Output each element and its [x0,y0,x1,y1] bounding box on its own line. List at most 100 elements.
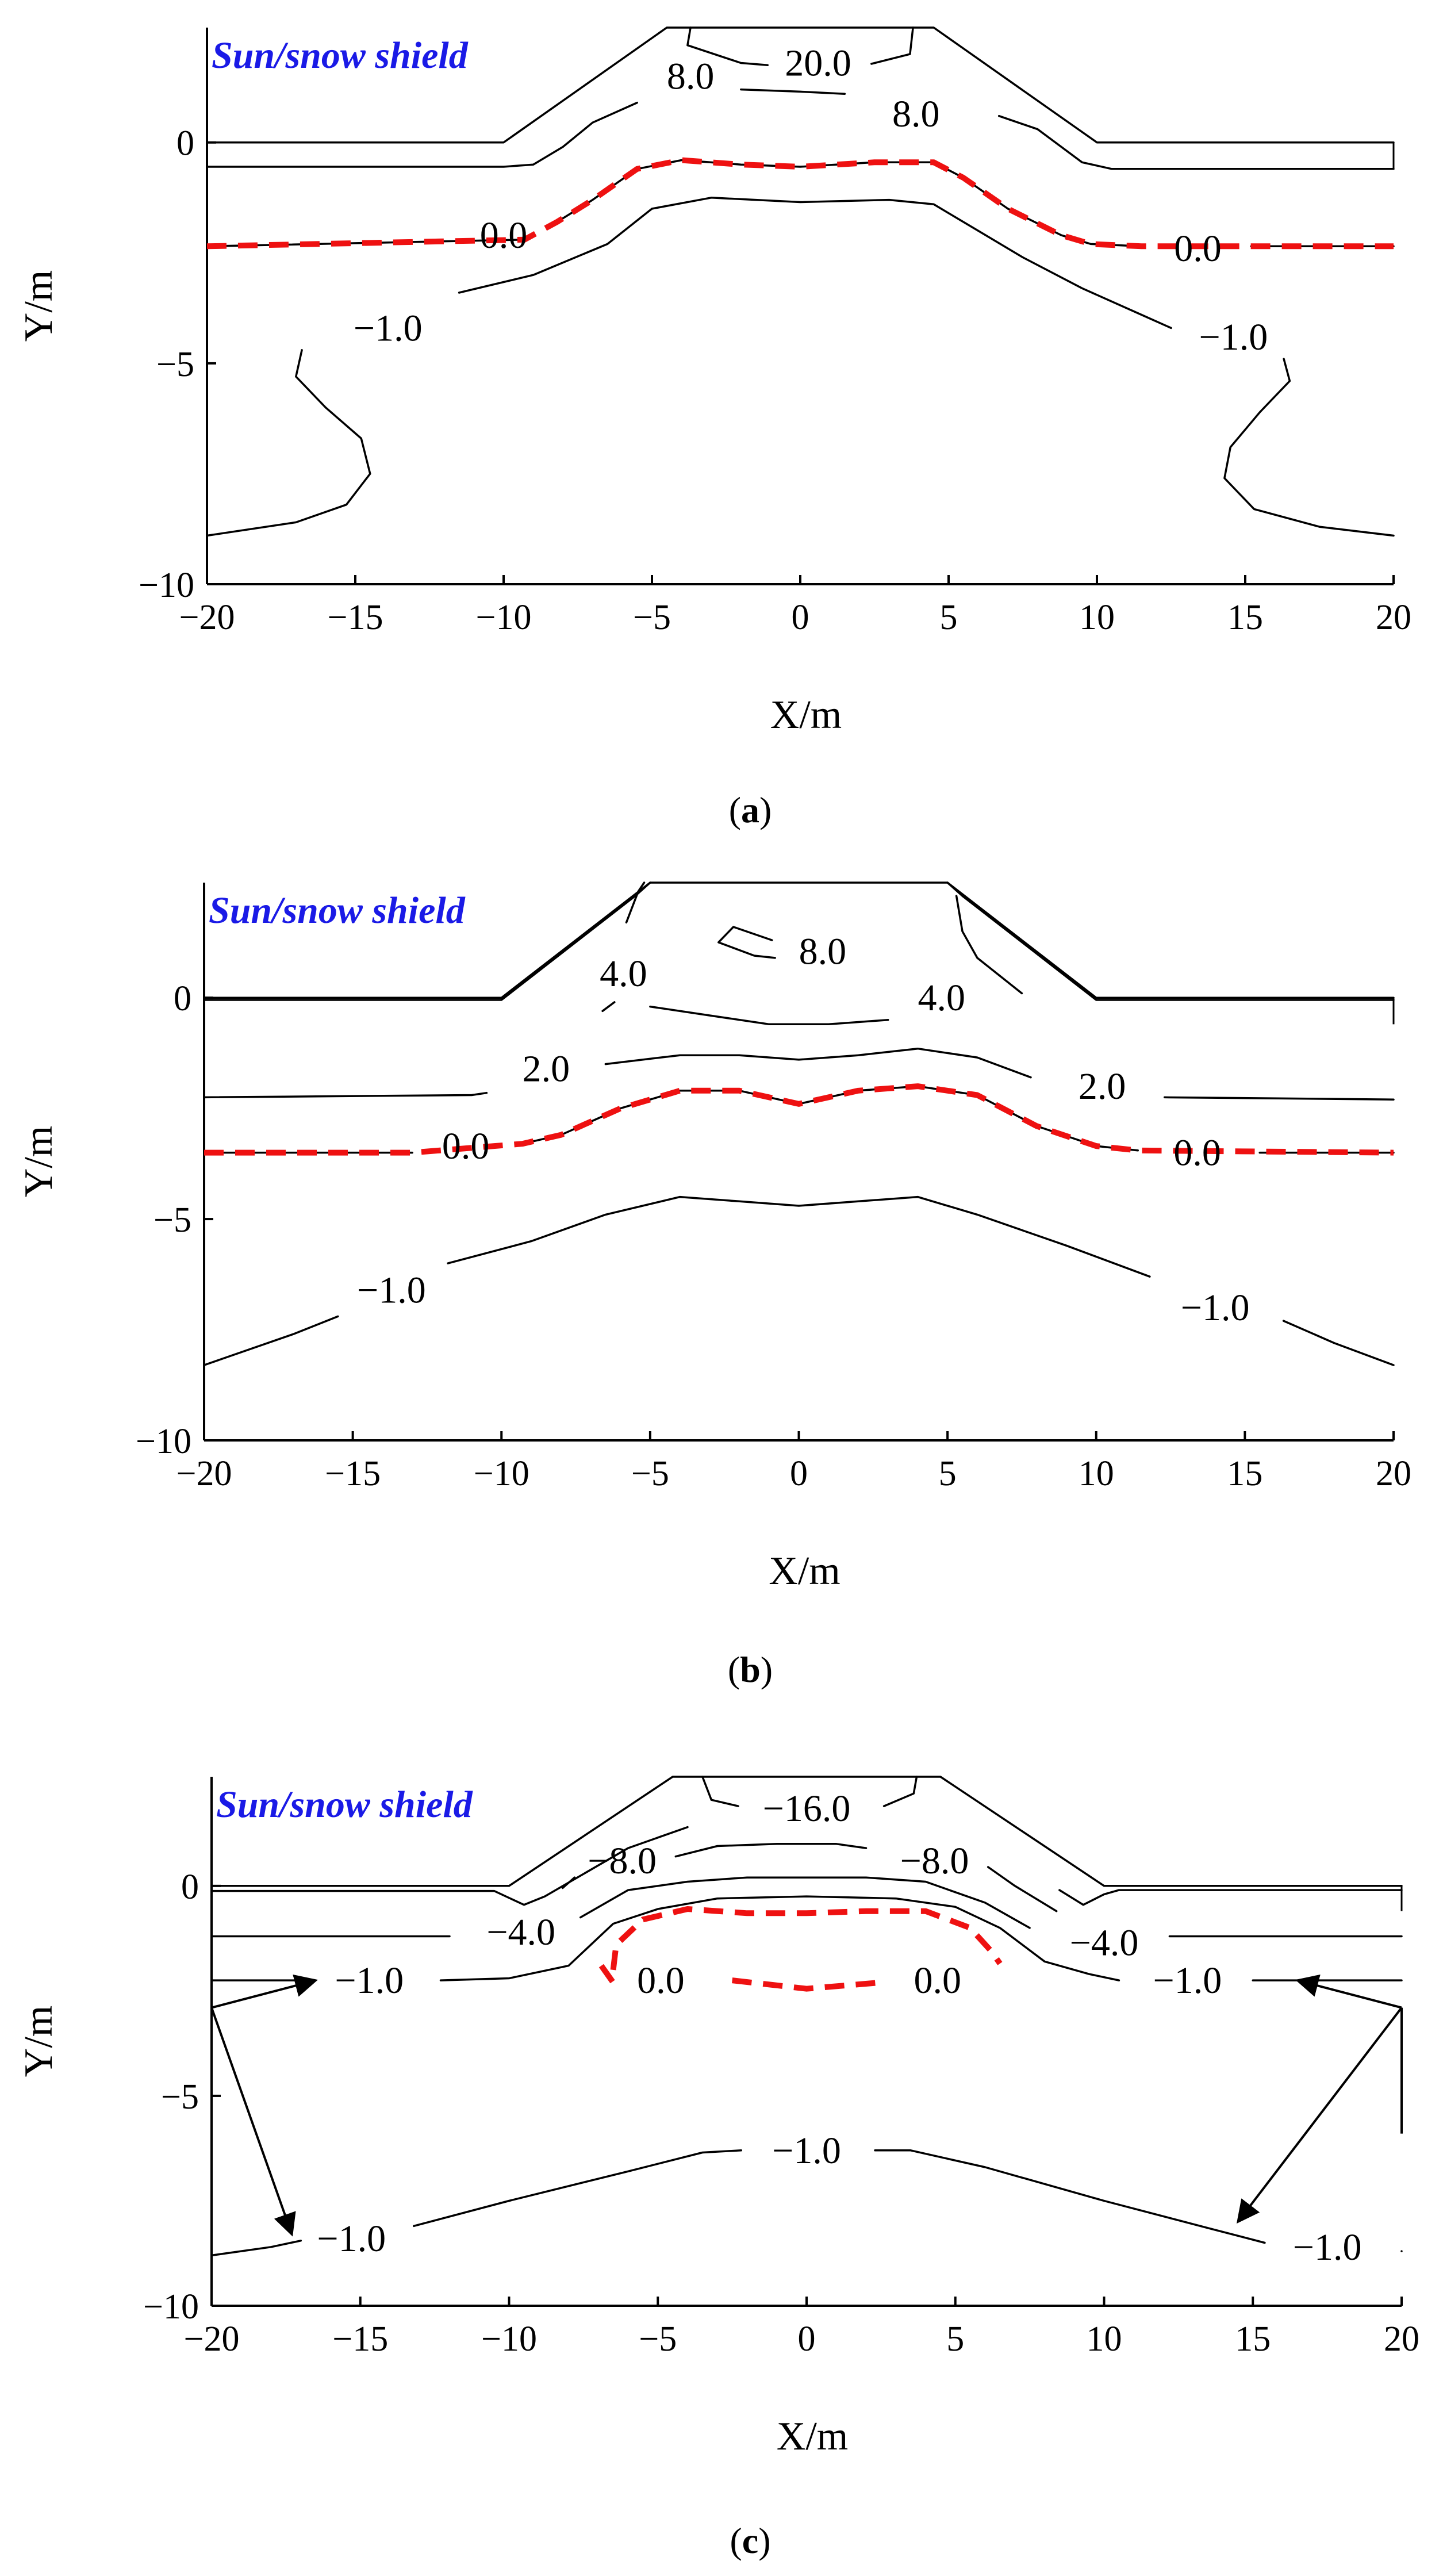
contour-line [203,881,651,1001]
y-tick-label: 0 [174,979,191,1018]
contour-line [210,1826,689,1906]
contour-line [625,881,646,924]
contour-line [701,1776,739,1807]
y-tick-label: 0 [176,124,194,163]
contour-label: 2.0 [523,1048,570,1090]
freezing-line [204,1083,1394,1156]
contour-line [955,895,1023,995]
contour-line [874,2149,1266,2244]
contour-line [447,1195,1151,1278]
contour-line [561,1876,576,1889]
x-tick-label: −5 [633,598,671,637]
contour-line [1163,1096,1395,1101]
freezing-line [610,1906,1003,1971]
x-axis-label: X/m [777,2414,848,2459]
x-axis-label: X/m [770,693,842,737]
contour-line [946,881,1395,1001]
x-tick-label: 20 [1384,2320,1419,2359]
contour-label: 0.0 [1173,1132,1221,1174]
contour-line [601,1001,616,1013]
contour-line [604,1047,1032,1079]
contour-panel-c: −20 −15 −10 −5 0 5 10 15 20 −10 −5 0 X/m Y/m −16.0 −8.0… [17,1776,1419,2561]
contour-label: 0.0 [914,1960,961,2002]
pointer-arrow [210,2007,296,2237]
y-tick-label: −10 [136,1422,191,1461]
y-axis-label: Y/m [17,2006,61,2077]
x-tick-label: −10 [474,1454,529,1493]
contour-label: 20.0 [785,42,851,84]
x-tick-label: −5 [639,2320,677,2359]
x-tick-label: −15 [332,2320,388,2359]
x-tick-label: −20 [176,1454,232,1493]
sun-snow-shield-label: Sun/snow shield [212,34,469,76]
x-tick-label: 5 [946,2320,964,2359]
y-tick-label: 0 [181,1868,199,1907]
x-tick-label: −5 [631,1454,669,1493]
contour-line [579,1876,1031,1929]
y-axis-label: Y/m [17,270,61,342]
x-tick-label: −20 [184,2320,240,2359]
x-tick-label: −15 [325,1454,381,1493]
contour-label: −1.0 [772,2130,841,2172]
contour-line [206,349,371,537]
contour-line [717,926,776,959]
contour-panel-b: −20 −15 −10 −5 0 5 10 15 20 −10 −5 0 X/m Y/m 8.0 4.0 4.0… [17,881,1411,1690]
x-tick-label: 5 [939,1454,957,1493]
contour-label: −1.0 [335,1960,404,2002]
panel-caption: (c) [730,2520,770,2561]
contour-line [203,881,1395,999]
x-tick-label: 15 [1235,2320,1271,2359]
contour-line [686,26,769,67]
sun-snow-shield-label: Sun/snow shield [216,1784,473,1826]
x-axis-label: X/m [769,1549,840,1593]
x-tick-label: 20 [1376,598,1411,637]
contour-label: 8.0 [667,56,715,98]
contour-label: −1.0 [1181,1287,1250,1329]
contour-label: 8.0 [799,930,847,972]
x-tick-label: 15 [1227,598,1263,637]
contour-label: 2.0 [1079,1065,1126,1107]
freezing-line [598,1964,616,1984]
contour-line [740,88,846,95]
contour-line [210,1776,1403,1887]
contour-label: −1.0 [317,2218,386,2260]
x-tick-label: −15 [328,598,383,637]
contour-label: 0.0 [480,214,528,256]
y-tick-label: −5 [156,345,194,384]
contour-line [1282,1320,1395,1366]
x-tick-label: 15 [1227,1454,1262,1493]
contour-line [413,2149,742,2228]
contour-label: −1.0 [357,1269,426,1311]
contour-line [1223,358,1395,537]
x-tick-label: 10 [1087,2320,1122,2359]
contour-line [674,1843,868,1858]
x-tick-label: 0 [798,2320,816,2359]
panel-caption: (a) [729,789,772,830]
x-tick-label: 5 [940,598,958,637]
contour-line [458,197,1172,329]
contour-line [206,101,638,168]
contour-line [439,1895,1120,1981]
contour-line [997,114,1395,170]
contour-label: −1.0 [1199,316,1268,358]
pointer-arrow [211,1974,318,2009]
contour-label: −4.0 [486,1911,555,1953]
x-tick-label: 10 [1079,598,1115,637]
y-tick-label: −10 [143,2287,199,2326]
contour-label: −1.0 [1153,1960,1222,2002]
y-tick-label: −10 [139,566,194,605]
x-tick-label: −10 [481,2320,537,2359]
contour-line [203,1091,488,1099]
contour-line [1058,1889,1403,1906]
freezing-line [732,1977,881,1992]
panel-caption: (b) [728,1649,773,1690]
x-tick-label: 20 [1376,1454,1411,1493]
pointer-arrow [1295,1974,1402,2009]
contour-label: 8.0 [892,93,940,135]
contour-line [203,1315,339,1366]
contour-line [649,1005,889,1026]
contour-label: 0.0 [442,1125,490,1167]
contour-line [206,26,1395,144]
x-tick-label: 0 [792,598,809,637]
